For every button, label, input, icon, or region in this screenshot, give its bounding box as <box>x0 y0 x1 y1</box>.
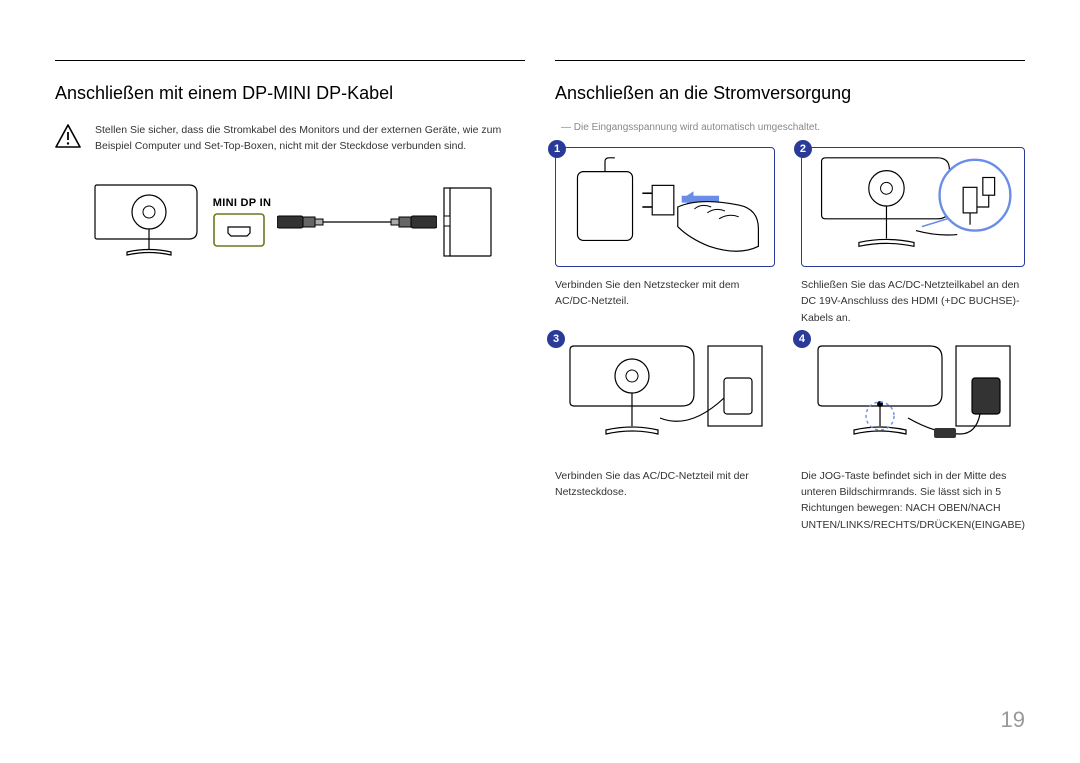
cable-icon <box>277 209 437 235</box>
step-1: 1 <box>555 147 775 326</box>
small-note: Die Eingangsspannung wird automatisch um… <box>561 122 1025 133</box>
step-2-text: Schließen Sie das AC/DC-Netzteilkabel an… <box>801 277 1025 326</box>
left-column: Anschließen mit einem DP-MINI DP-Kabel S… <box>55 60 525 533</box>
steps-grid: 1 <box>555 147 1025 533</box>
warning-icon <box>55 124 81 148</box>
monitor-back-icon <box>87 177 207 267</box>
step-1-img: 1 <box>555 147 775 267</box>
step-4-text: Die JOG-Taste befindet sich in der Mitte… <box>801 468 1025 533</box>
device-icon <box>443 186 493 258</box>
notice-text: Stellen Sie sicher, dass die Stromkabel … <box>95 122 525 155</box>
step-4: 4 <box>801 338 1025 533</box>
left-heading: Anschließen mit einem DP-MINI DP-Kabel <box>55 83 525 104</box>
step-2-img: 2 <box>801 147 1025 267</box>
step-badge-2: 2 <box>794 140 812 158</box>
step-badge-3: 3 <box>547 330 565 348</box>
step-badge-4: 4 <box>793 330 811 348</box>
step-4-img: 4 <box>801 338 1025 458</box>
dp-diagram-container: MINI DP IN <box>55 177 525 267</box>
step-3-img: 3 <box>555 338 775 458</box>
step-1-text: Verbinden Sie den Netzstecker mit dem AC… <box>555 277 775 310</box>
step-3: 3 Ver <box>555 338 775 533</box>
page-content: Anschließen mit einem DP-MINI DP-Kabel S… <box>0 0 1080 563</box>
step-badge-1: 1 <box>548 140 566 158</box>
page-number: 19 <box>1001 707 1025 733</box>
port-label: MINI DP IN <box>213 197 271 209</box>
mini-dp-port-icon: MINI DP IN <box>213 197 271 247</box>
notice-box: Stellen Sie sicher, dass die Stromkabel … <box>55 122 525 155</box>
right-column: Anschließen an die Stromversorgung Die E… <box>555 60 1025 533</box>
step-2: 2 <box>801 147 1025 326</box>
step-3-text: Verbinden Sie das AC/DC-Netzteil mit der… <box>555 468 775 501</box>
right-heading: Anschließen an die Stromversorgung <box>555 83 1025 104</box>
